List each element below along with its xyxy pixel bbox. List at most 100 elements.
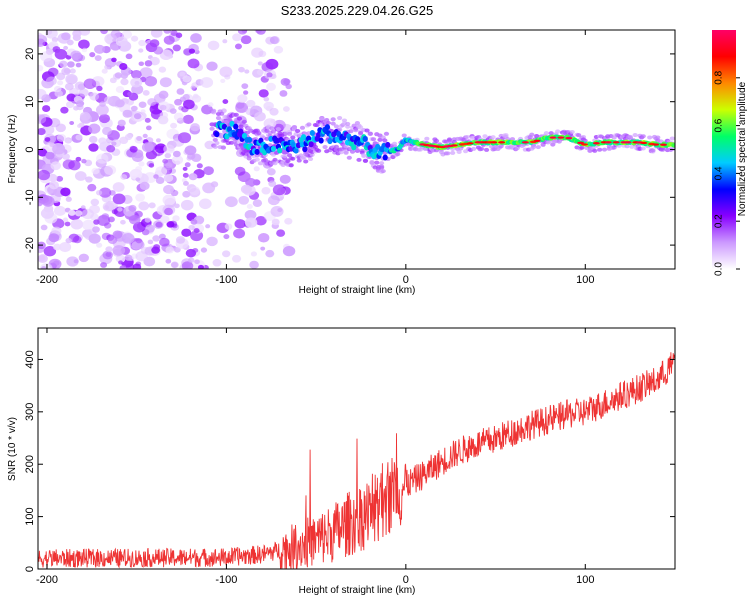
noise-blob [70, 218, 84, 230]
noise-blob [38, 88, 47, 100]
noise-blob [144, 117, 151, 123]
ridge-core [382, 154, 388, 161]
noise-blob [260, 246, 266, 251]
ridge-halo [212, 144, 218, 149]
ridge-halo [353, 128, 359, 133]
noise-blob [62, 159, 75, 170]
noise-blob [265, 58, 279, 70]
ridge-halo [529, 132, 535, 137]
noise-blob [182, 166, 188, 171]
noise-blob [56, 72, 66, 81]
ridge-halo [627, 134, 633, 139]
noise-blob [62, 217, 69, 223]
noise-blob [120, 78, 129, 86]
noise-blob [103, 96, 113, 104]
snr-ytick-label: 400 [24, 350, 36, 368]
ridge-halo [270, 129, 277, 134]
noise-blob [170, 30, 178, 36]
noise-blob [155, 166, 168, 177]
ridge-halo [309, 152, 315, 157]
ridge-core [254, 148, 260, 155]
noise-blob [125, 53, 133, 60]
noise-blob [103, 222, 112, 229]
noise-blob [269, 36, 279, 44]
ridge-halo [338, 150, 344, 155]
noise-blob [163, 184, 175, 195]
ridge-halo [483, 147, 490, 152]
noise-blob [232, 33, 242, 42]
noise-blob [74, 210, 83, 217]
noise-blob [224, 223, 233, 230]
noise-blob [266, 168, 276, 176]
noise-blob [63, 45, 69, 50]
noise-blob [87, 183, 97, 192]
noise-blob [159, 111, 169, 119]
spectrogram-xtick-label: -100 [215, 274, 237, 286]
noise-blob [53, 205, 66, 216]
noise-blob [271, 218, 280, 226]
ridge-core [302, 146, 308, 153]
ridge-halo [456, 149, 462, 154]
noise-blob [80, 205, 86, 210]
ridge-halo [597, 147, 603, 152]
ridge-halo [446, 137, 453, 142]
noise-blob [250, 251, 258, 257]
ridge-halo [333, 144, 340, 149]
noise-blob [170, 261, 179, 269]
noise-blob [112, 245, 126, 256]
noise-blob [219, 66, 233, 78]
noise-blob [67, 61, 75, 68]
noise-blob [258, 233, 270, 243]
noise-blob [43, 246, 57, 257]
ridge-halo [264, 136, 270, 141]
noise-blob [98, 187, 112, 198]
noise-blob [101, 68, 108, 74]
noise-blob [53, 243, 62, 251]
noise-blob [238, 66, 245, 73]
noise-blob [279, 174, 291, 184]
snr-xtick-label: -100 [215, 574, 237, 586]
noise-blob [212, 259, 222, 267]
noise-blob [188, 224, 195, 231]
noise-blob [174, 203, 180, 209]
snr-xtick-label: 100 [576, 574, 594, 586]
noise-blob [155, 221, 163, 228]
noise-blob [207, 40, 220, 51]
noise-blob [165, 258, 172, 264]
noise-blob [200, 77, 214, 88]
noise-blob [138, 161, 145, 167]
noise-blob [128, 214, 141, 225]
ridge-halo [316, 148, 322, 153]
noise-blob [163, 161, 174, 171]
noise-blob [138, 39, 146, 47]
ridge-peak [577, 141, 585, 145]
noise-blob [91, 167, 100, 175]
snr-ytick-label: 300 [24, 403, 36, 421]
ridge-halo [624, 144, 630, 149]
noise-blob [196, 163, 203, 169]
ridge-peak [466, 142, 474, 145]
noise-blob [273, 45, 284, 54]
noise-blob [189, 186, 200, 196]
noise-blob [82, 219, 96, 231]
noise-blob [145, 150, 158, 160]
ridge-halo [640, 134, 646, 139]
ridge-peak [521, 141, 529, 144]
noise-blob [74, 171, 87, 181]
noise-blob [77, 123, 82, 128]
noise-blob [69, 121, 75, 126]
noise-blob [268, 180, 277, 187]
noise-blob [265, 249, 275, 258]
noise-blob [138, 201, 150, 211]
noise-blob [206, 236, 218, 247]
noise-blob [267, 195, 280, 206]
noise-blob [163, 144, 175, 154]
spectrogram-blobs [38, 30, 675, 269]
noise-blob [245, 177, 256, 187]
noise-blob [142, 133, 148, 138]
noise-blob [92, 226, 100, 233]
ridge-halo [576, 133, 582, 138]
noise-blob [42, 105, 51, 112]
noise-blob [90, 213, 99, 221]
